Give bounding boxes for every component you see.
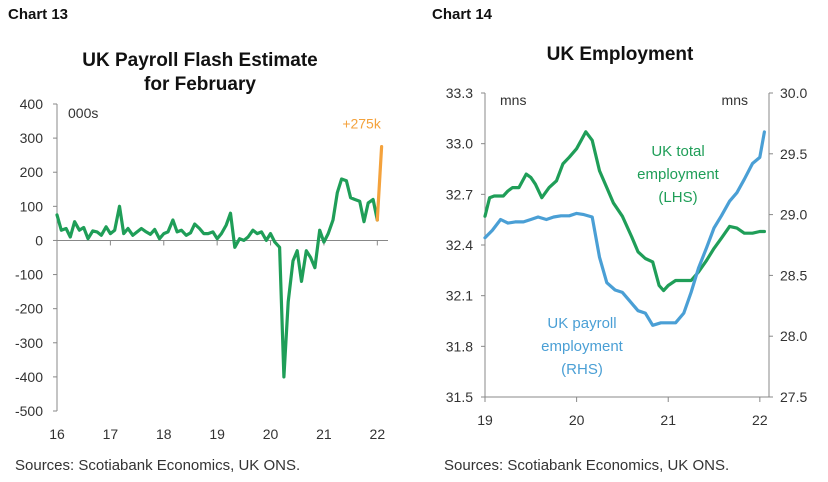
chart13-x-tick-label: 17 — [103, 426, 119, 442]
chart13-y-tick-label: -500 — [15, 403, 43, 419]
chart14-series-total-employment-line — [483, 130, 766, 293]
chart14-total-employment-label: UK total — [651, 143, 704, 160]
chart13-plot: 400 300 200 100 0 -100 -200 -300 -400 -500 16 17 18 1… — [15, 96, 388, 442]
chart13-title: UK Payroll Flash Estimate for February — [40, 49, 360, 97]
chart13-x-tick-label: 18 — [156, 426, 172, 442]
chart13-unit-label: 000s — [68, 105, 98, 121]
chart14-left-tick-label: 32.1 — [446, 288, 473, 304]
chart13-x-tick-label: 22 — [370, 426, 386, 442]
chart14-x-tick-label: 21 — [660, 412, 676, 428]
chart14-right-tick-label: 28.5 — [780, 267, 807, 283]
chart14-left-tick-label: 32.4 — [446, 237, 473, 253]
chart14-plot: 33.3 33.0 32.7 32.4 32.1 31.8 31.5 30.0 29.5 29.0… — [446, 85, 808, 428]
chart14-left-tick-label: 31.8 — [446, 338, 473, 354]
chart13-x-tick-label: 20 — [263, 426, 279, 442]
chart14-source: Sources: Scotiabank Economics, UK ONS. — [444, 457, 730, 474]
chart13-title-line-2: for February — [144, 74, 256, 95]
chart13-x-tick-label: 21 — [316, 426, 332, 442]
chart14-left-tick-label: 31.5 — [446, 389, 473, 405]
chart13-y-tick-label: -400 — [15, 369, 43, 385]
chart13-x-tick-label: 16 — [49, 426, 65, 442]
chart13-y-tick-label: 300 — [20, 130, 44, 146]
chart14-right-unit: mns — [722, 92, 748, 108]
chart13-y-tick-label: -300 — [15, 335, 43, 351]
chart13-annotation: +275k — [342, 116, 382, 132]
chart14-label: Chart 14 — [432, 6, 493, 23]
chart13-label: Chart 13 — [8, 6, 69, 23]
chart13-series-flash-line — [375, 145, 384, 222]
chart13-y-tick-label: 400 — [20, 96, 44, 112]
chart14-left-tick-label: 33.0 — [446, 136, 473, 152]
chart13-y-tick-label: 100 — [20, 198, 44, 214]
chart14-right-tick-label: 30.0 — [780, 85, 807, 101]
chart14-right-tick-label: 28.0 — [780, 328, 807, 344]
chart14-right-tick-label: 29.5 — [780, 146, 807, 162]
chart14-x-tick-label: 20 — [569, 412, 585, 428]
chart14-x-tick-label: 19 — [477, 412, 493, 428]
chart14-total-employment-label: (LHS) — [658, 189, 697, 206]
chart14-left-tick-label: 32.7 — [446, 186, 473, 202]
chart13-source: Sources: Scotiabank Economics, UK ONS. — [15, 457, 301, 474]
chart14-title: UK Employment — [470, 43, 770, 67]
chart14-left-tick-label: 33.3 — [446, 85, 473, 101]
chart14-total-employment-label: employment — [637, 166, 720, 183]
chart14-left-unit: mns — [500, 92, 526, 108]
chart14-payroll-employment-label: (RHS) — [561, 361, 603, 378]
chart14-right-tick-label: 29.0 — [780, 207, 807, 223]
chart14-series-payroll-employment-line — [483, 130, 766, 327]
chart14-payroll-employment-label: employment — [541, 338, 624, 355]
chart13-x-tick-label: 19 — [209, 426, 225, 442]
chart13-y-tick-label: 0 — [35, 232, 43, 248]
chart14-payroll-employment-label: UK payroll — [547, 315, 616, 332]
chart13-series-payroll-line — [55, 177, 379, 379]
chart13-title-line-1: UK Payroll Flash Estimate — [82, 50, 318, 71]
chart14-title-line-1: UK Employment — [546, 44, 694, 65]
chart13-y-tick-label: -100 — [15, 267, 43, 283]
chart13-y-tick-label: 200 — [20, 164, 44, 180]
chart13-y-tick-label: -200 — [15, 301, 43, 317]
chart14-right-tick-label: 27.5 — [780, 389, 807, 405]
chart14-x-tick-label: 22 — [752, 412, 768, 428]
